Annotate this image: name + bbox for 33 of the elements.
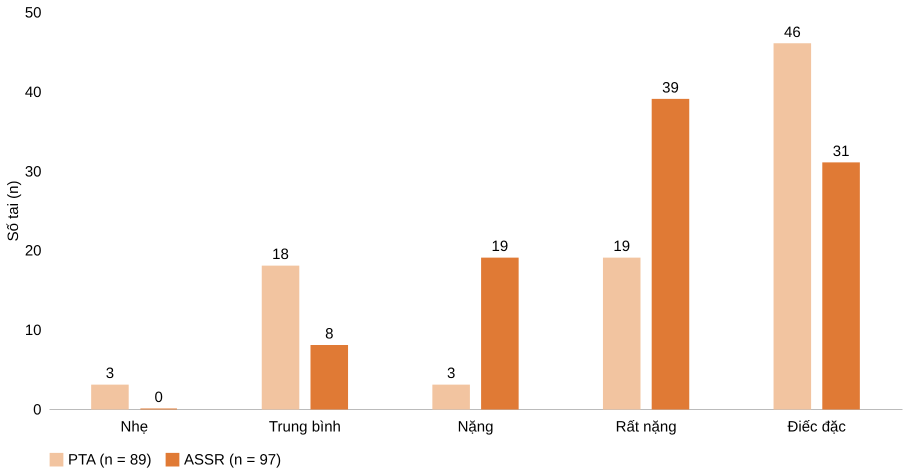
x-tick-label: Nặng [458, 418, 494, 436]
bar [432, 384, 470, 410]
legend-label: PTA (n = 89) [68, 452, 152, 469]
x-tick-label: Điếc đặc [788, 418, 846, 436]
bar [310, 344, 348, 410]
data-label: 46 [784, 24, 801, 41]
y-tick-label: 50 [24, 4, 42, 22]
y-tick-label: 0 [33, 402, 42, 418]
data-label: 31 [832, 142, 850, 160]
x-tick-label: Trung bình [268, 418, 341, 436]
legend-label: ASSR (n = 97) [184, 452, 282, 469]
y-tick-label: 10 [24, 322, 42, 340]
data-label: 19 [492, 238, 508, 256]
y-tick-label: 20 [24, 242, 42, 260]
bar [481, 258, 519, 410]
bar [262, 266, 300, 410]
data-label: 3 [106, 365, 114, 382]
data-label: 18 [272, 246, 289, 264]
y-tick-label: 30 [24, 163, 42, 180]
bar [652, 98, 690, 410]
bar [91, 384, 129, 410]
data-label: 39 [662, 79, 679, 96]
data-label: 8 [325, 325, 334, 342]
y-axis-title: Số tai (n) [4, 180, 22, 242]
data-label: 3 [446, 365, 456, 382]
data-label: 19 [613, 238, 630, 256]
data-label: 0 [154, 389, 163, 406]
bar [774, 43, 812, 410]
x-tick-label: Rất nặng [616, 418, 677, 436]
x-tick-label: Nhẹ [120, 418, 148, 436]
bar [822, 162, 860, 410]
y-tick-label: 40 [24, 84, 42, 101]
bar [602, 258, 641, 410]
